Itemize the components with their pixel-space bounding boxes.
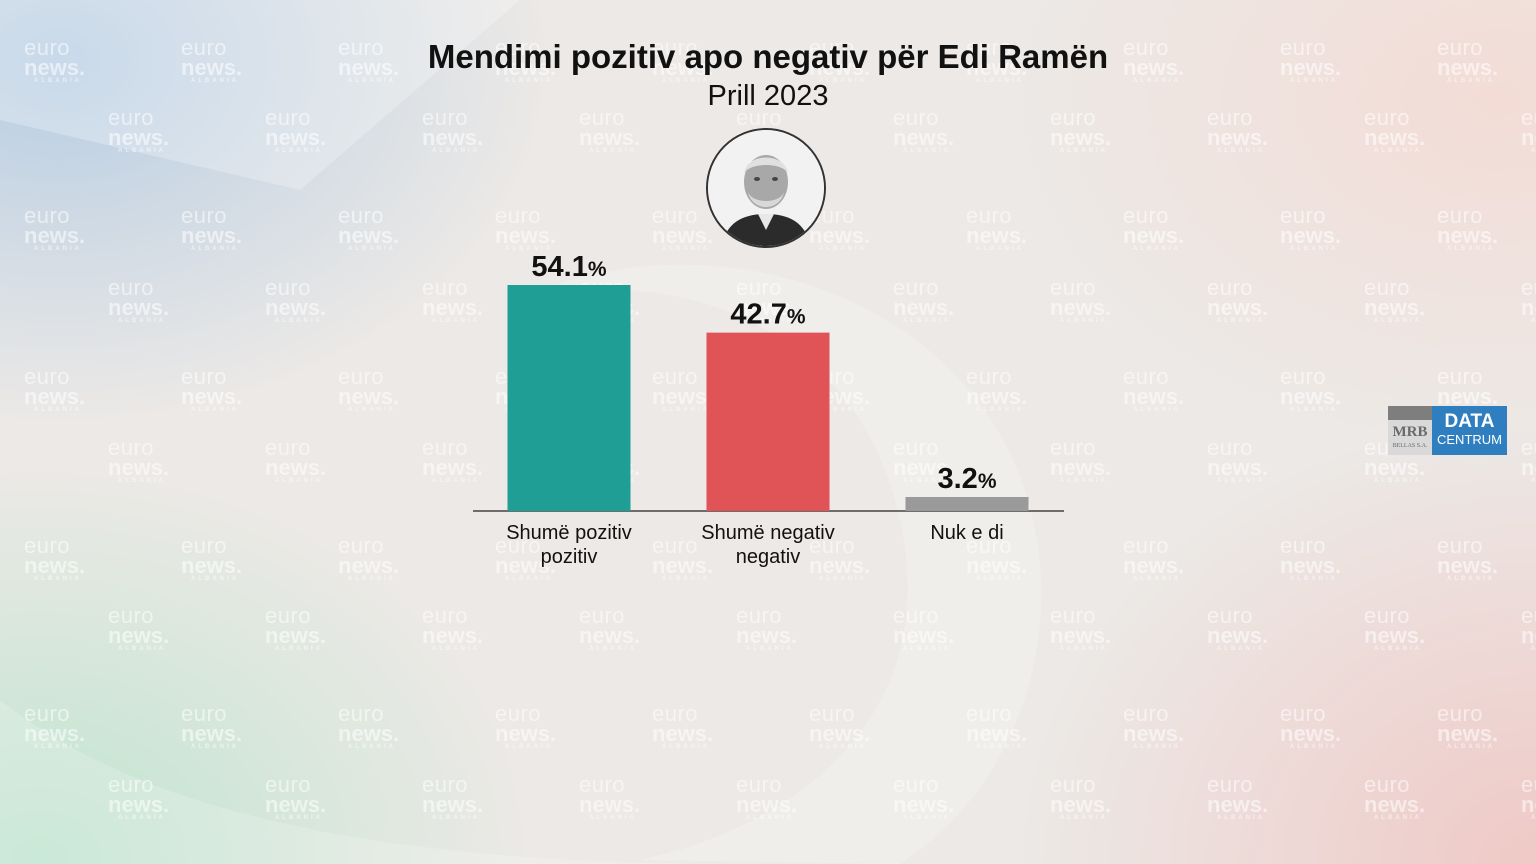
bar-2	[905, 497, 1029, 511]
chart-subtitle: Prill 2023	[707, 80, 829, 112]
category-label-0-0: Shumë pozitiv	[506, 522, 632, 544]
bar-value-label-1: 42.7%	[730, 299, 805, 331]
person-portrait-icon	[706, 128, 826, 248]
mrb-data-centrum-logo: MRB BELLAS S.A. DATA CENTRUM	[1388, 406, 1507, 455]
bar-value-label-2: 3.2%	[937, 463, 996, 495]
category-label-2-0: Nuk e di	[930, 522, 1003, 544]
bar-0	[507, 285, 631, 511]
bar-1	[706, 332, 830, 511]
mrb-logo: MRB BELLAS S.A.	[1388, 406, 1432, 455]
data-centrum-logo: DATA CENTRUM	[1432, 406, 1507, 455]
bar-value-label-0: 54.1%	[531, 251, 606, 283]
chart-title: Mendimi pozitiv apo negativ për Edi Ramë…	[427, 38, 1109, 75]
category-label-1-1: negativ	[736, 546, 801, 568]
category-label-0-1: pozitiv	[541, 546, 598, 568]
category-label-1-0: Shumë negativ	[701, 522, 834, 544]
